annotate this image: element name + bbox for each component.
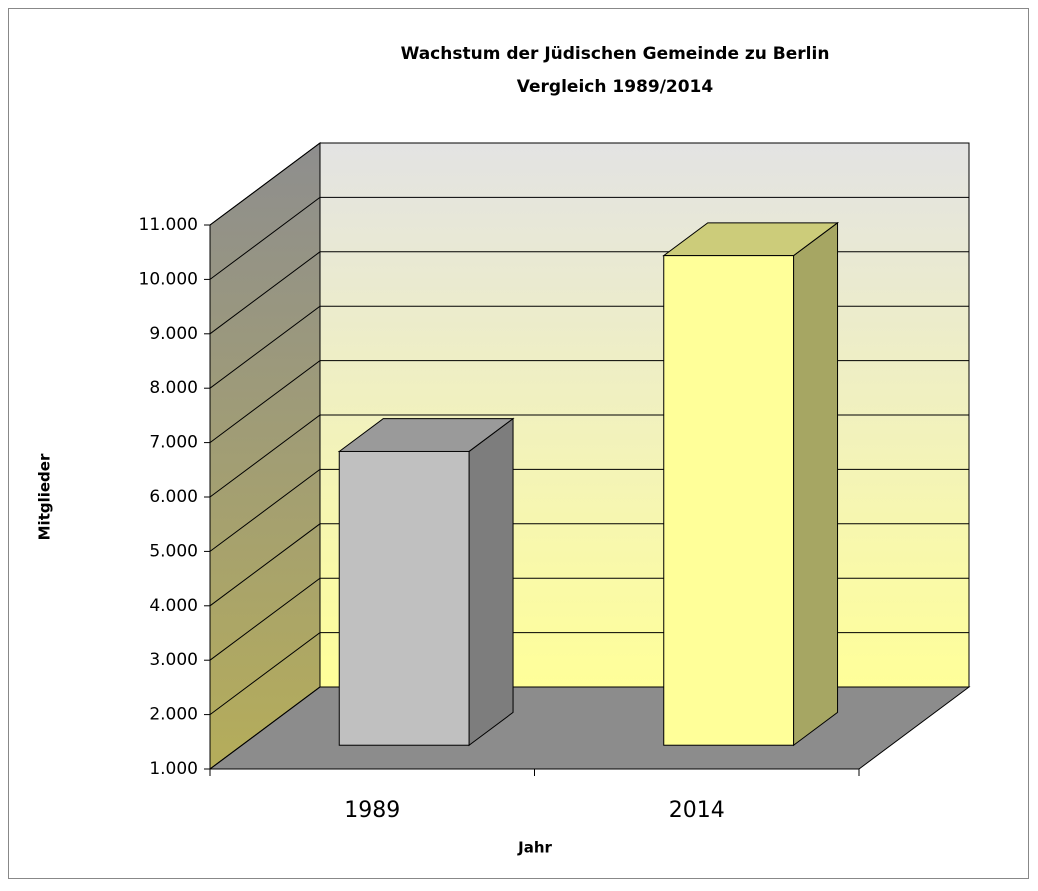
bar-side [468,417,514,747]
y-tick-label: 6.000 [149,487,198,507]
y-tick-label: 4.000 [149,596,198,616]
bar [338,450,470,746]
chart-subtitle: Vergleich 1989/2014 [517,77,714,97]
x-tick-label: 2014 [669,798,725,823]
y-tick-label: 5.000 [149,541,198,561]
y-tick-label: 2.000 [149,705,198,725]
x-tick-label: 1989 [344,798,400,823]
y-tick-label: 7.000 [149,433,198,453]
bar [663,255,795,746]
y-tick-label: 8.000 [149,378,198,398]
y-tick-label: 9.000 [149,324,198,344]
floor [208,686,971,770]
x-axis-title: Jahr [517,839,552,857]
y-tick-label: 11.000 [139,215,198,235]
y-tick-label: 3.000 [149,650,198,670]
plot-area: 1.000 2.000 3.000 4.000 5.000 6.000 7.000 8.000… [139,142,971,823]
y-tick-label: 1.000 [149,759,198,779]
grid-line [209,196,969,280]
y-tick-label: 10.000 [139,269,198,289]
y-axis-title: Mitglieder [36,453,54,540]
chart-title: Wachstum der Jüdischen Gemeinde zu Berli… [401,44,830,64]
bar-side [793,221,839,747]
grid-line [209,142,969,226]
